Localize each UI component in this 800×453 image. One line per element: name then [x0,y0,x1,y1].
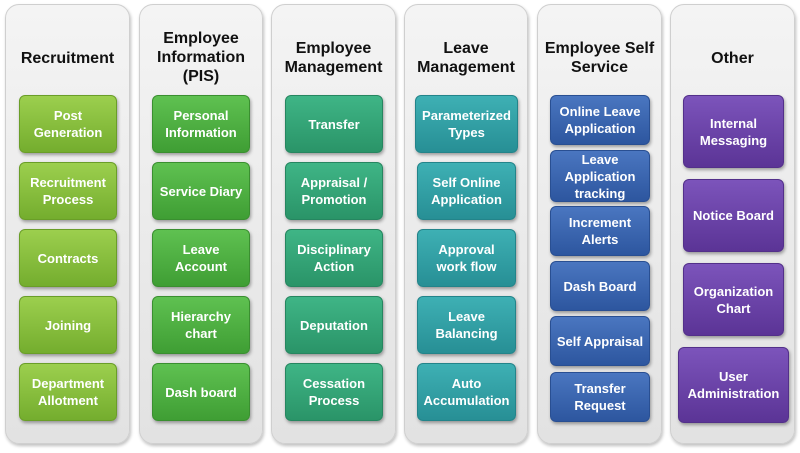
box-online-leave-application: Online Leave Application [550,95,650,145]
box-approval-work-flow: Approval work flow [417,229,516,287]
box-increment-alerts: Increment Alerts [550,206,650,256]
box-internal-messaging: Internal Messaging [683,95,784,168]
box-contracts: Contracts [19,229,117,287]
column-title-other: Other [711,50,754,67]
box-recruitment-process: Recruitment Process [19,162,117,220]
column-leave-management: Leave Management Parameterized Types Sel… [404,4,528,444]
box-transfer-request: Transfer Request [550,372,650,422]
box-cessation-process: Cessation Process [285,363,383,421]
column-title-employee-self-service: Employee Self Service [544,40,655,76]
column-employee-management: Employee Management Transfer Appraisal /… [271,4,396,444]
box-self-online-application: Self Online Application [417,162,516,220]
box-leave-application-tracking: Leave Application tracking [550,150,650,202]
column-title-employee-information: Employee Information (PIS) [157,30,245,85]
box-leave-balancing: Leave Balancing [417,296,516,354]
column-title-leave-management: Leave Management [417,40,515,76]
box-self-appraisal: Self Appraisal [550,316,650,366]
box-dash-board-ess: Dash Board [550,261,650,311]
box-notice-board: Notice Board [683,179,784,252]
box-service-diary: Service Diary [152,162,250,220]
box-personal-information: Personal Information [152,95,250,153]
box-leave-account: Leave Account [152,229,250,287]
column-recruitment: Recruitment Post Generation Recruitment … [5,4,130,444]
box-auto-accumulation: Auto Accumulation [417,363,516,421]
box-user-administration: User Administration [678,347,789,423]
box-dash-board: Dash board [152,363,250,421]
box-post-generation: Post Generation [19,95,117,153]
column-employee-self-service: Employee Self Service Online Leave Appli… [537,4,662,444]
box-appraisal-promotion: Appraisal / Promotion [285,162,383,220]
box-organization-chart: Organization Chart [683,263,784,336]
box-joining: Joining [19,296,117,354]
column-title-employee-management: Employee Management [284,40,383,76]
box-department-allotment: Department Allotment [19,363,117,421]
column-other: Other Internal Messaging Notice Board Or… [670,4,795,444]
column-title-recruitment: Recruitment [20,50,115,67]
box-parameterized-types: Parameterized Types [415,95,518,153]
box-transfer: Transfer [285,95,383,153]
column-employee-information: Employee Information (PIS) Personal Info… [139,4,263,444]
box-deputation: Deputation [285,296,383,354]
box-hierarchy-chart: Hierarchy chart [152,296,250,354]
box-disciplinary-action: Disciplinary Action [285,229,383,287]
